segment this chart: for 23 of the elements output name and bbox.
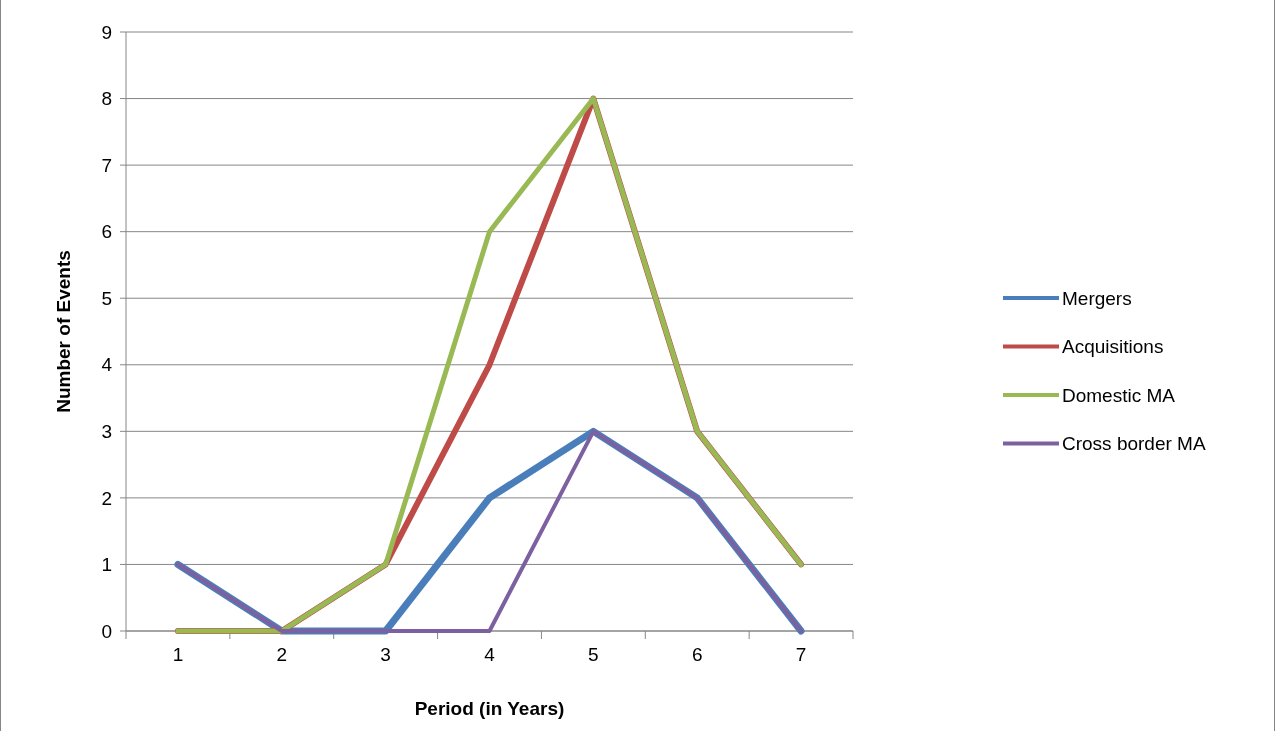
y-tick-label: 2 <box>101 487 112 509</box>
y-tick-label: 6 <box>101 221 112 243</box>
y-tick-label: 7 <box>101 154 112 176</box>
y-tick-label: 8 <box>101 88 112 110</box>
legend-label: Cross border MA <box>1062 433 1206 455</box>
x-tick-label: 3 <box>380 644 391 665</box>
x-tick-label: 7 <box>795 644 807 665</box>
y-tick-label: 0 <box>101 620 112 642</box>
x-tick-label: 2 <box>276 644 288 665</box>
legend-label: Mergers <box>1062 287 1132 309</box>
y-tick-label: 3 <box>101 420 112 442</box>
x-tick-label: 1 <box>172 644 184 665</box>
x-tick-label: 4 <box>484 644 496 665</box>
y-tick-label: 1 <box>101 554 112 576</box>
x-axis-title: Period (in Years) <box>414 698 565 719</box>
legend-label: Acquisitions <box>1062 336 1164 358</box>
x-tick-label: 6 <box>691 644 703 665</box>
y-tick-label: 4 <box>101 354 113 376</box>
y-tick-label: 5 <box>101 287 112 309</box>
legend-label: Domestic MA <box>1062 384 1176 406</box>
x-tick-label: 5 <box>588 644 599 665</box>
y-axis-title: Number of Events <box>53 250 74 413</box>
y-tick-label: 9 <box>101 21 112 43</box>
